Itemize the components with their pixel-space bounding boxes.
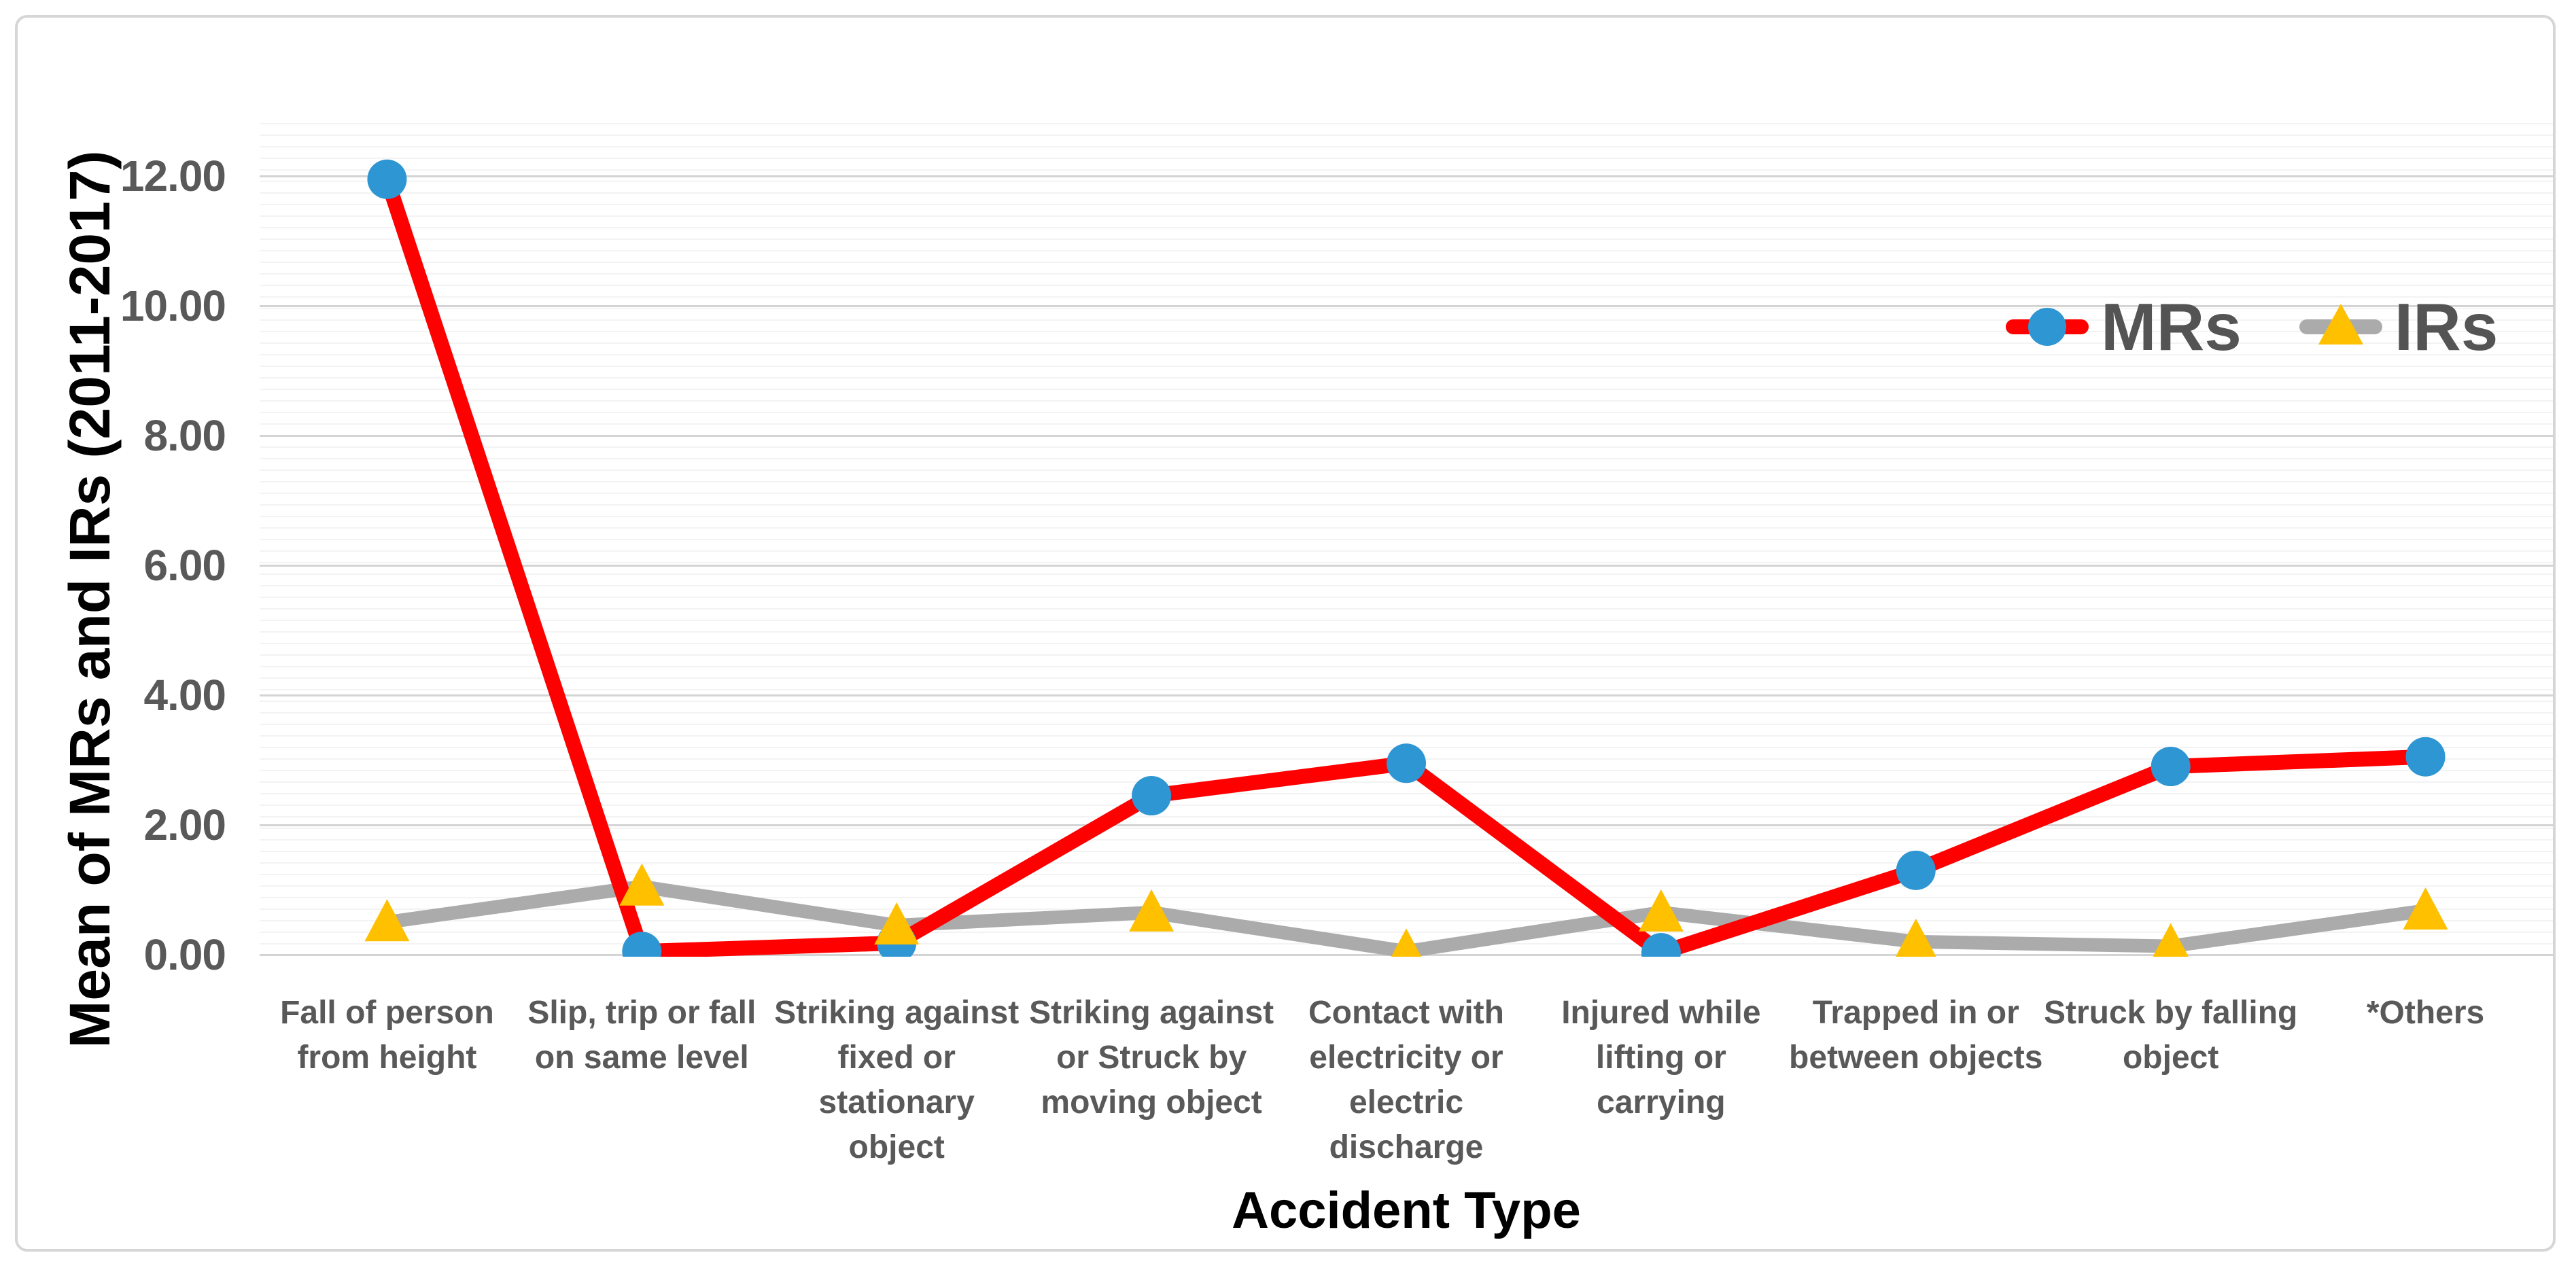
category-label: Slip, trip or fall on same level	[527, 995, 756, 1076]
legend-line-circle-icon	[2006, 306, 2089, 347]
y-tick-label: 8.00	[143, 411, 226, 460]
y-tick-label: 4.00	[143, 671, 226, 720]
mrs-data-point-marker	[1132, 776, 1172, 816]
legend-line-triangle-icon	[2299, 304, 2382, 347]
x-axis-title: Accident Type	[1232, 1182, 1581, 1239]
category-label: Striking against or Struck by moving obj…	[1029, 995, 1274, 1120]
legend-item-MRs: MRs	[2006, 294, 2242, 360]
y-tick-label: 10.00	[120, 281, 226, 330]
gridline-y-4	[260, 694, 2553, 696]
category-label: Contact with electricity or electric dis…	[1308, 995, 1504, 1165]
category-label: Injured while lifting or carrying	[1561, 995, 1761, 1120]
legend-item-IRs: IRs	[2299, 289, 2499, 364]
irs-data-point-marker	[2403, 887, 2448, 930]
mrs-data-point-marker	[367, 159, 407, 199]
legend-label: MRs	[2101, 289, 2242, 364]
y-tick-label: 12.00	[120, 152, 226, 200]
irs-data-point-marker	[1638, 889, 1684, 932]
plot-area	[260, 113, 2553, 957]
irs-data-point-marker	[1895, 918, 1936, 957]
irs-data-point-marker	[1129, 889, 1174, 932]
gridline-y-10	[260, 305, 2553, 307]
irs-data-point-marker	[2153, 923, 2189, 957]
chart-card: Mean of MRs and IRs (2011-2017) 0.00 2.00…	[15, 15, 2556, 1252]
series-plot	[364, 159, 2448, 957]
category-label: *Others	[2366, 995, 2485, 1031]
y-tick-label: 2.00	[143, 800, 226, 849]
gridline-y-2	[260, 824, 2553, 826]
irs-data-point-marker	[619, 863, 665, 906]
irs-data-point-marker	[1391, 928, 1422, 957]
mrs-data-point-marker	[622, 932, 662, 957]
category-label: Struck by falling object	[2043, 995, 2298, 1076]
category-label: Striking against fixed or stationary obj…	[774, 995, 1020, 1165]
gridline-y-6	[260, 565, 2553, 567]
y-tick-label: 6.00	[143, 541, 226, 590]
gridline-y-12	[260, 175, 2553, 177]
mrs-data-point-marker	[2405, 737, 2446, 777]
irs-data-point-marker	[874, 902, 920, 945]
category-label: Trapped in or between objects	[1789, 995, 2043, 1076]
gridline-y-8	[260, 435, 2553, 437]
legend-label: IRs	[2394, 289, 2499, 364]
irs-data-point-marker	[364, 899, 410, 942]
category-label: Fall of person from height	[280, 995, 494, 1076]
mrs-data-point-marker	[1641, 933, 1681, 957]
y-tick-label: 0.00	[143, 930, 226, 979]
mrs-data-point-marker	[1896, 850, 1936, 890]
mrs-data-point-marker	[2151, 747, 2191, 787]
mrs-data-point-marker	[1387, 743, 1426, 783]
legend: MRs IRs	[2006, 279, 2498, 374]
